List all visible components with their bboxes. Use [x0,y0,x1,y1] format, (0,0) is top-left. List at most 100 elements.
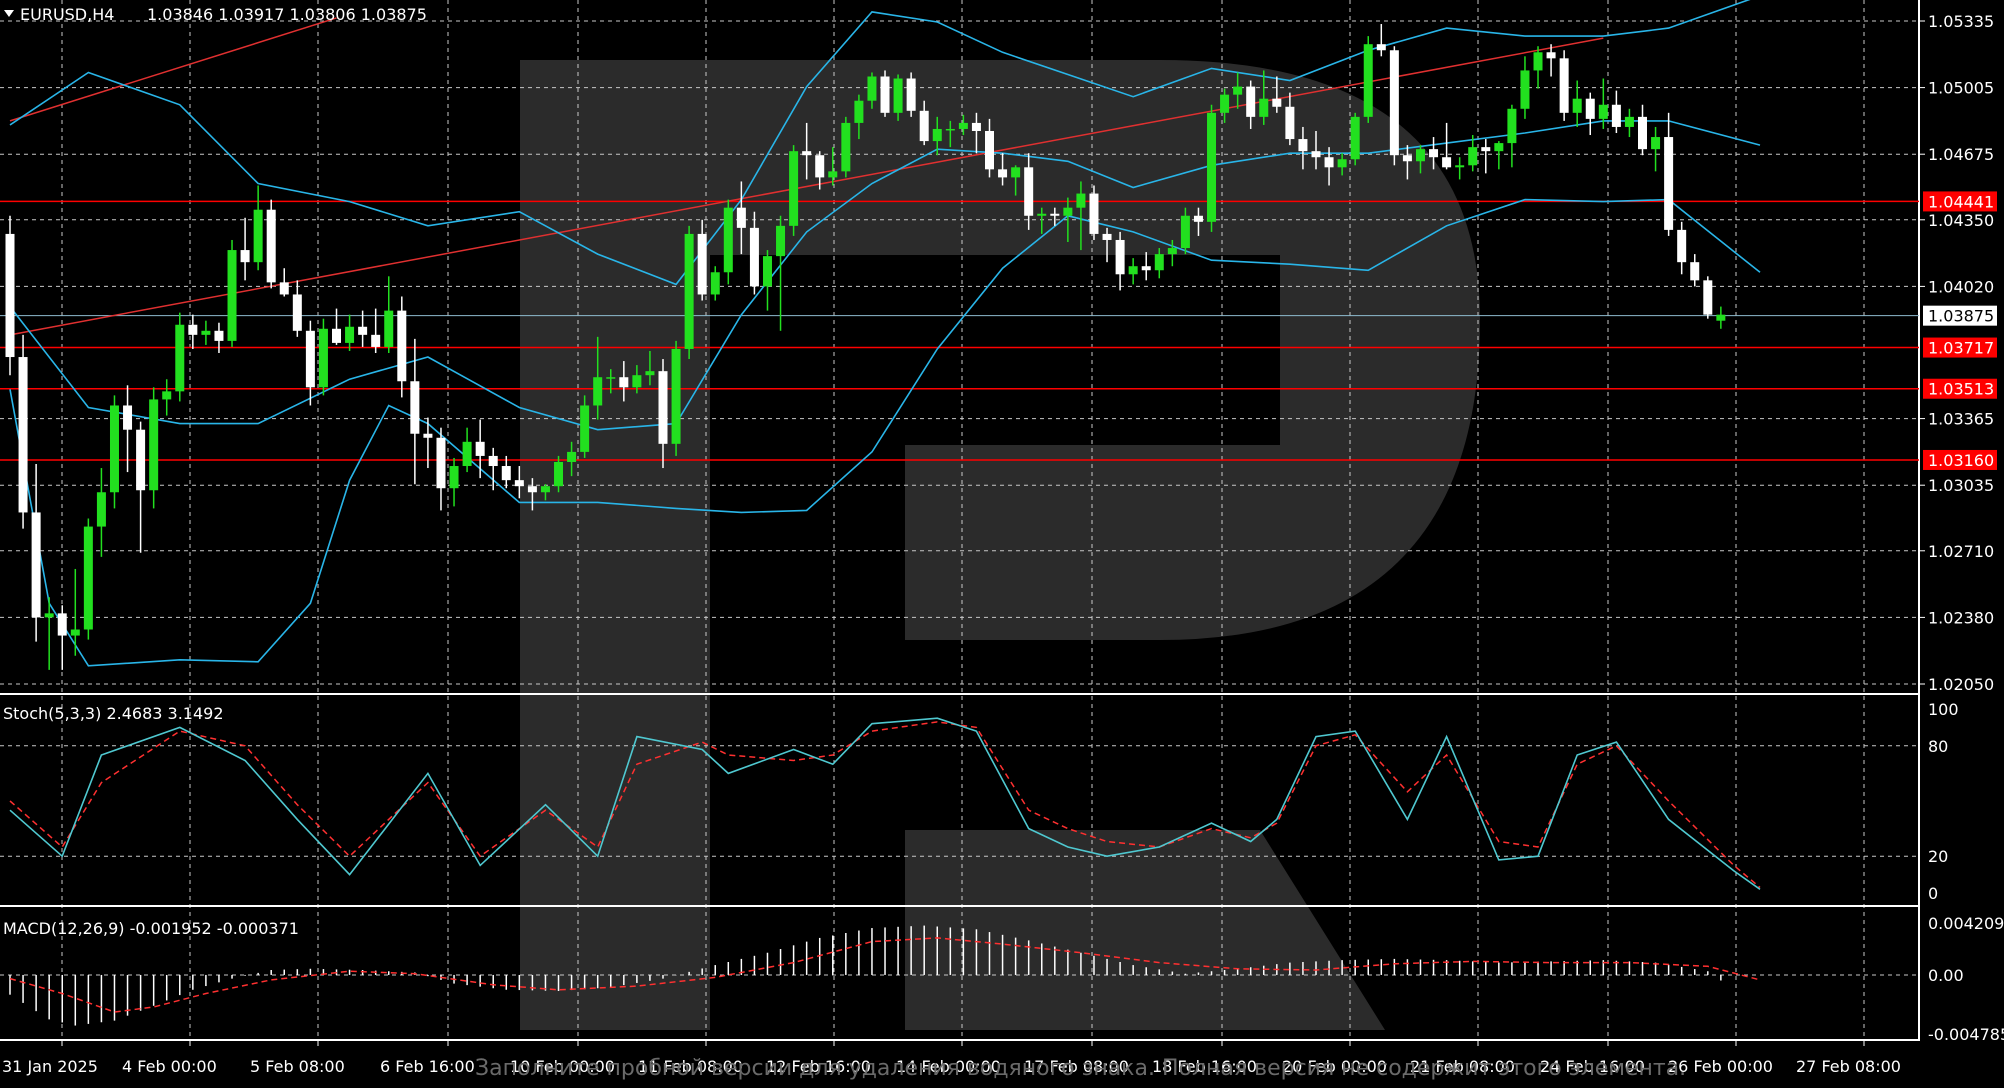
candle-body [44,613,54,618]
price-tick-label: 1.02380 [1928,608,1994,627]
candle-body [501,466,511,481]
candle-body [1559,58,1569,113]
bollinger-upper-band [9,0,1751,286]
candle [149,387,159,509]
candle [971,112,981,154]
level-price-tag [1923,337,1997,358]
candle [475,419,485,479]
level-price-label: 1.03160 [1928,451,1994,470]
candle [1011,165,1021,196]
candle-body [188,324,198,335]
candle-body [266,209,276,283]
horizontal-levels[interactable]: 1.04441 1.03717 1.03513 1.03160 1.03875 [0,191,1997,470]
candle-body [1585,98,1595,119]
candle-body [1311,151,1321,158]
candle [1598,78,1608,129]
candle-body [292,294,302,331]
candle [527,478,537,511]
candle-body [462,441,472,467]
symbol-menu-arrow-icon[interactable] [4,10,14,17]
candle-body [1363,44,1373,117]
candle-body [697,233,707,295]
candle [31,464,41,642]
candle-body [279,282,289,295]
candle-body [96,492,106,527]
candle-body [1076,193,1086,208]
candle [567,441,577,477]
candle [1350,112,1360,166]
level-price-tag [1923,191,1997,212]
time-tick-label: 11 Feb 08:00 [638,1057,743,1076]
candle-body [1402,155,1412,162]
candle-body [1063,207,1073,216]
candle-body [1285,106,1295,140]
time-tick-label: 18 Feb 16:00 [1152,1057,1257,1076]
stoch-tick-label: 80 [1928,737,1948,756]
candle-body [815,155,825,178]
candle [1193,207,1203,236]
candle-body [1193,215,1203,222]
time-tick-label: 24 Feb 16:00 [1540,1057,1645,1076]
time-tick-label: 17 Feb 08:00 [1024,1057,1129,1076]
candle-body [841,122,851,172]
candle [540,484,550,501]
candle-body [1141,266,1151,271]
candle [998,153,1008,186]
candle-body [1624,116,1634,127]
candle-body [1115,239,1125,275]
candle [462,427,472,473]
candle [214,322,224,353]
candle [345,314,355,351]
candle-body [70,629,80,636]
price-tick-label: 1.05005 [1928,79,1994,98]
candle [828,147,838,186]
candle [1063,197,1073,242]
candle [305,320,315,406]
candle-body [1298,139,1308,152]
stoch-label: Stoch(5,3,3) 2.4683 3.1492 [3,704,224,723]
candle-body [1180,215,1190,249]
candle [762,250,772,311]
candle-body [397,310,407,382]
candle-body [1167,248,1177,255]
candle-body [632,375,642,388]
candle-body [1442,157,1452,168]
candle-body [123,405,133,430]
candle [710,266,720,301]
candle [1624,108,1634,138]
candle-body [371,334,381,347]
symbol-timeframe[interactable]: EURUSD,H4 [20,5,114,24]
current-price-label: 1.03875 [1928,307,1994,326]
candle [18,334,28,529]
candle-body [958,122,968,129]
candle-body [828,171,838,178]
candle [1050,207,1060,226]
candle-body [854,100,864,123]
time-tick-label: 4 Feb 00:00 [122,1057,217,1076]
candle [1311,130,1321,170]
candle-body [906,78,916,111]
candle [749,211,759,295]
bollinger-lower-band [9,198,1761,667]
candle [1703,276,1713,319]
trendline[interactable] [9,17,337,122]
watermark-text: Заполните пробной версии для удаления во… [475,1056,1686,1081]
candle [1559,50,1569,121]
candle [632,365,642,394]
candle [436,427,446,511]
trendlines[interactable] [9,17,1604,336]
pane-frames [0,0,1920,1041]
candle [1638,104,1647,156]
candle-body [867,76,877,101]
candle-body [971,122,981,131]
level-price-label: 1.04441 [1928,192,1994,211]
candle [253,185,263,271]
ohlc-readout: 1.03846 1.03917 1.03806 1.03875 [147,5,427,24]
candle-body [1429,149,1439,158]
trendline[interactable] [9,37,1604,336]
candle-body [749,227,759,287]
time-tick-label: 6 Feb 16:00 [380,1057,475,1076]
bollinger-middle-band [9,120,1761,431]
candle-body [358,326,368,335]
candle-body [1677,229,1687,263]
